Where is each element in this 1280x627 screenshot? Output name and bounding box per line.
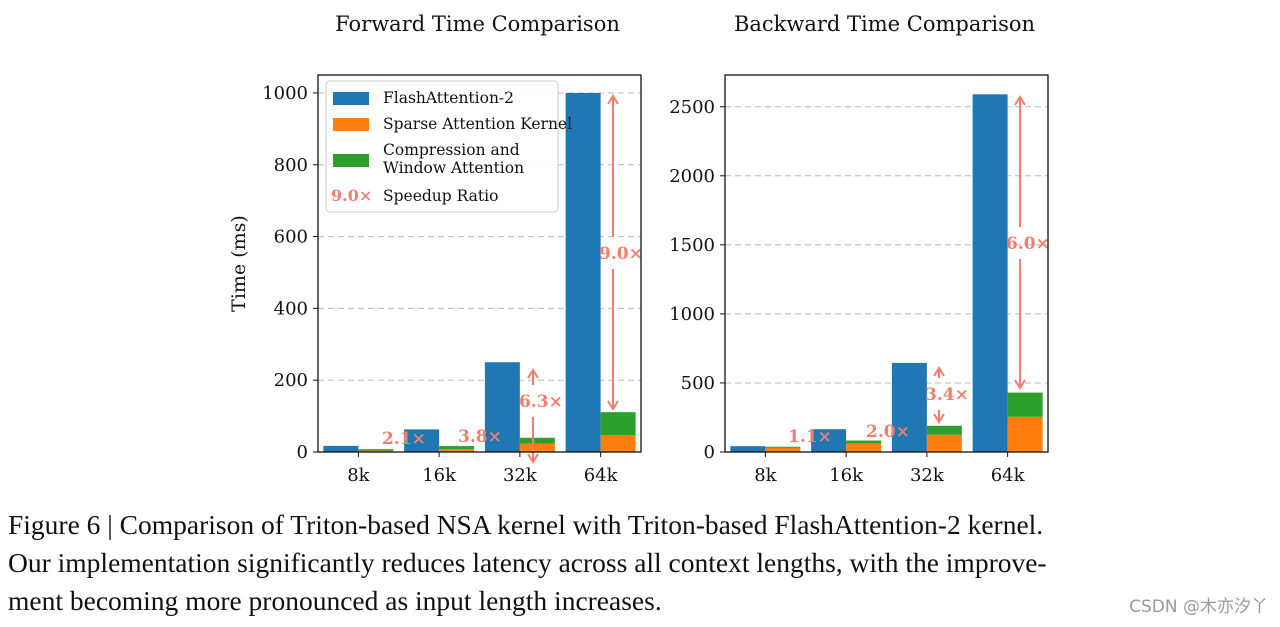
x-tick-label: 16k <box>422 465 457 486</box>
speedup-label: 3.8× <box>458 427 502 447</box>
plot-frame <box>724 74 1049 453</box>
bar-sparse-attention-64k <box>1007 416 1043 452</box>
bar-compression-window-64k <box>1007 392 1043 417</box>
speedup-arrow-head-up <box>933 366 945 377</box>
x-tick-label: 64k <box>991 465 1026 486</box>
y-tick-label: 500 <box>681 373 715 394</box>
bar-flashattention-16k <box>404 429 440 452</box>
bar-compression-window-16k <box>439 446 475 450</box>
legend-box <box>325 80 559 213</box>
speedup-arrow-head-down <box>1014 379 1026 390</box>
y-tick-label: 0 <box>297 442 308 463</box>
legend-swatch-sparse-attention <box>333 118 369 131</box>
bar-compression-window-32k <box>926 425 962 435</box>
plot-frame <box>317 74 642 453</box>
legend-label: Sparse Attention Kernel <box>383 115 572 133</box>
caption-line-2: Our implementation significantly reduces… <box>8 547 1047 578</box>
y-tick-label: 600 <box>274 227 308 248</box>
watermark: CSDN @木亦汐丫 <box>1129 597 1268 617</box>
bar-compression-window-32k <box>519 437 555 444</box>
speedup-arrow-head-up <box>1014 95 1026 106</box>
speedup-arrow-head-up <box>527 368 539 379</box>
speedup-label: 3.4× <box>925 385 969 405</box>
speedup-label: 2.1× <box>382 429 426 449</box>
legend-label: Window Attention <box>383 159 524 177</box>
bar-compression-window-16k <box>846 440 882 444</box>
legend-label: Speedup Ratio <box>383 187 498 205</box>
bar-compression-window-8k <box>358 449 394 451</box>
y-tick-label: 800 <box>274 155 308 176</box>
bar-flashattention-8k <box>323 445 359 452</box>
bar-flashattention-8k <box>730 446 766 452</box>
speedup-label: 6.3× <box>519 392 563 412</box>
bar-sparse-attention-32k <box>926 434 962 452</box>
x-tick-label: 8k <box>347 465 370 486</box>
chart-title: Backward Time Comparison <box>734 12 1035 36</box>
figure-6-charts: Forward Time Comparison 8k 16k 32k 64k 0 200 40… <box>228 12 1050 486</box>
legend-label: FlashAttention-2 <box>383 89 514 107</box>
bar-flashattention-32k <box>891 362 927 452</box>
bar-sparse-attention-32k <box>519 443 555 452</box>
figure-caption: Figure 6 | Comparison of Triton-based NS… <box>8 506 1274 620</box>
bar-compression-window-8k <box>765 446 801 448</box>
speedup-label: 6.0× <box>1006 234 1050 254</box>
bar-flashattention-32k <box>484 362 520 452</box>
bar-flashattention-64k <box>565 92 601 452</box>
y-tick-label: 2500 <box>669 97 715 118</box>
chart-title: Forward Time Comparison <box>335 12 620 36</box>
y-axis-label: Time (ms) <box>228 215 250 312</box>
speedup-arrow-head-up <box>607 94 619 105</box>
bar-flashattention-64k <box>972 94 1008 452</box>
y-tick-label: 0 <box>704 442 715 463</box>
bar-sparse-attention-64k <box>600 435 636 452</box>
x-tick-label: 32k <box>503 465 538 486</box>
y-tick-label: 1000 <box>262 83 308 104</box>
chart-panel-backward: Backward Time Comparison 8k 16k 32k 64k 0 500 1… <box>669 12 1050 486</box>
chart-legend: FlashAttention-2 Sparse Attention Kernel C… <box>325 80 572 213</box>
speedup-label: 1.1× <box>788 427 832 447</box>
bar-sparse-attention-16k <box>846 443 882 452</box>
y-tick-label: 2000 <box>669 166 715 187</box>
legend-label: Compression and <box>383 141 520 159</box>
legend-swatch-flashattention <box>333 92 369 105</box>
caption-line-1: Figure 6 | Comparison of Triton-based NS… <box>8 509 1044 540</box>
speedup-arrow-head-down <box>933 413 945 424</box>
caption-line-3: ment becoming more pronounced as input l… <box>8 582 1274 620</box>
speedup-arrow-head-down <box>527 453 539 464</box>
y-tick-label: 1000 <box>669 304 715 325</box>
legend-swatch-compression-window <box>333 154 369 167</box>
speedup-label: 9.0× <box>599 244 643 264</box>
caption-line-3-text: ment becoming more pronounced as input l… <box>8 585 662 616</box>
legend-speedup-sample: 9.0× <box>331 186 372 205</box>
speedup-label: 2.0× <box>866 422 910 442</box>
bar-sparse-attention-8k <box>765 447 801 452</box>
y-tick-label: 400 <box>274 298 308 319</box>
x-tick-label: 32k <box>910 465 945 486</box>
speedup-arrow-head-down <box>607 400 619 411</box>
bar-sparse-attention-16k <box>439 449 475 452</box>
y-tick-label: 200 <box>274 370 308 391</box>
bar-flashattention-16k <box>811 429 847 452</box>
x-tick-label: 16k <box>829 465 864 486</box>
bar-sparse-attention-8k <box>358 450 394 452</box>
x-tick-label: 64k <box>584 465 619 486</box>
bar-compression-window-64k <box>600 412 636 436</box>
x-tick-label: 8k <box>754 465 777 486</box>
y-tick-label: 1500 <box>669 235 715 256</box>
